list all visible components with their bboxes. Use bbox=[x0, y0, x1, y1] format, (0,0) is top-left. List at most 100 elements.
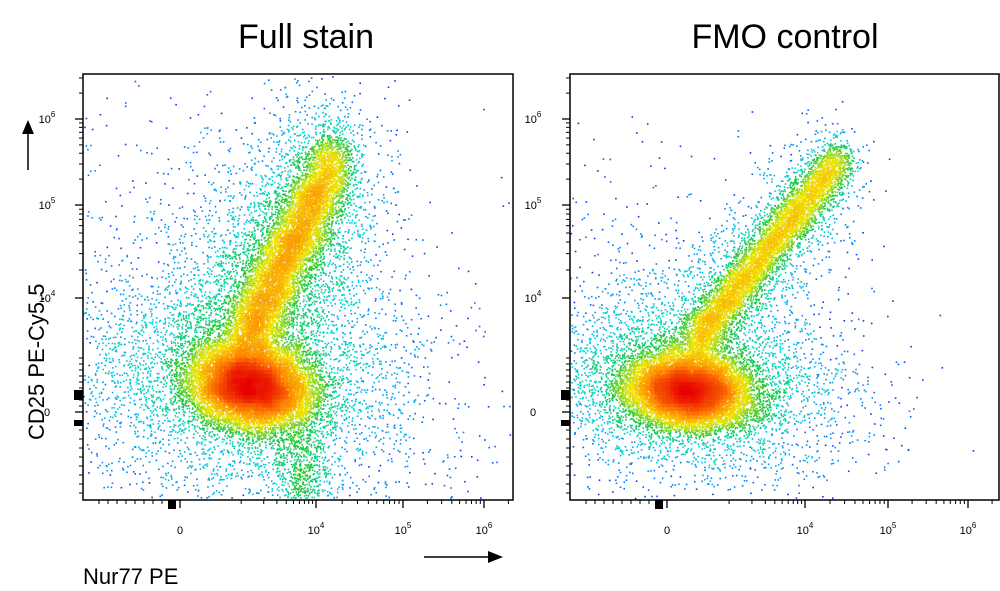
event-dot bbox=[409, 448, 412, 450]
event-dot bbox=[307, 450, 310, 453]
event-dot bbox=[235, 241, 237, 243]
event-dot bbox=[249, 442, 251, 444]
event-dot bbox=[246, 255, 248, 257]
event-dot bbox=[371, 414, 373, 417]
event-dot bbox=[406, 371, 408, 374]
event-dot bbox=[186, 304, 189, 307]
event-dot bbox=[248, 234, 250, 236]
event-dot bbox=[166, 377, 169, 379]
event-dot bbox=[166, 349, 168, 351]
event-dot bbox=[232, 211, 235, 213]
event-dot bbox=[407, 382, 409, 385]
event-dot bbox=[202, 279, 204, 282]
event-dot bbox=[119, 274, 122, 277]
event-dot bbox=[193, 192, 195, 195]
event-dot bbox=[323, 361, 325, 364]
event-dot bbox=[242, 445, 244, 448]
event-dot bbox=[322, 363, 324, 366]
event-dot bbox=[264, 185, 267, 188]
event-dot bbox=[228, 209, 230, 211]
event-dot bbox=[94, 410, 96, 412]
event-dot bbox=[182, 429, 185, 432]
event-dot bbox=[113, 236, 116, 239]
event-dot bbox=[273, 447, 275, 450]
event-dot bbox=[478, 435, 481, 437]
event-dot bbox=[488, 446, 490, 449]
event-dot bbox=[334, 233, 337, 236]
event-dot bbox=[283, 132, 286, 135]
event-dot bbox=[179, 313, 182, 315]
event-dot bbox=[313, 350, 316, 353]
event-dot bbox=[291, 147, 294, 150]
event-dot bbox=[307, 297, 310, 300]
event-dot bbox=[155, 299, 158, 301]
event-dot bbox=[232, 223, 235, 225]
event-dot bbox=[85, 145, 88, 147]
event-dot bbox=[366, 274, 368, 276]
event-dot bbox=[182, 314, 185, 317]
event-dot bbox=[275, 175, 278, 178]
event-dot bbox=[116, 398, 118, 400]
event-dot bbox=[365, 408, 368, 410]
event-dot bbox=[119, 457, 121, 460]
event-dot bbox=[261, 185, 264, 187]
event-dot bbox=[339, 426, 341, 429]
event-dot bbox=[280, 178, 282, 181]
event-dot bbox=[254, 157, 257, 160]
event-dot bbox=[170, 400, 172, 402]
event-dot bbox=[237, 223, 239, 226]
event-dot bbox=[346, 221, 348, 224]
event-dot bbox=[314, 275, 317, 277]
event-dot bbox=[124, 351, 127, 354]
event-dot bbox=[235, 475, 237, 478]
event-dot bbox=[421, 343, 423, 346]
event-dot bbox=[189, 302, 191, 305]
event-dot bbox=[249, 490, 251, 493]
event-dot bbox=[112, 367, 114, 369]
event-dot bbox=[369, 225, 371, 228]
event-dot bbox=[385, 210, 388, 212]
event-dot bbox=[171, 271, 174, 274]
event-dot bbox=[270, 212, 273, 214]
event-dot bbox=[236, 271, 238, 274]
event-dot bbox=[231, 258, 234, 260]
event-dot bbox=[299, 111, 301, 114]
event-dot bbox=[325, 371, 328, 373]
event-dot bbox=[188, 425, 190, 428]
event-dot bbox=[221, 275, 224, 278]
event-dot bbox=[336, 242, 339, 244]
event-dot bbox=[237, 265, 240, 267]
event-dot bbox=[376, 348, 378, 350]
event-dot bbox=[285, 446, 288, 449]
event-dot bbox=[209, 268, 211, 271]
event-dot bbox=[323, 400, 325, 403]
event-dot bbox=[303, 455, 305, 458]
event-dot bbox=[242, 169, 245, 172]
event-dot bbox=[278, 141, 280, 144]
event-dot bbox=[241, 269, 243, 272]
event-dot bbox=[408, 99, 411, 101]
event-dot bbox=[322, 267, 324, 270]
event-dot bbox=[342, 403, 344, 406]
event-dot bbox=[347, 378, 349, 381]
event-dot bbox=[366, 362, 369, 365]
event-dot bbox=[196, 321, 198, 324]
event-dot bbox=[395, 204, 397, 206]
event-dot bbox=[311, 490, 314, 493]
event-dot bbox=[289, 460, 292, 463]
event-dot bbox=[206, 430, 208, 432]
event-dot bbox=[229, 439, 231, 442]
event-dot bbox=[316, 315, 319, 318]
event-dot bbox=[186, 330, 188, 333]
event-dot bbox=[356, 275, 359, 278]
event-dot bbox=[365, 363, 367, 365]
event-dot bbox=[400, 227, 403, 229]
event-dot bbox=[234, 282, 237, 284]
event-dot bbox=[279, 455, 282, 458]
event-dot bbox=[234, 215, 237, 218]
event-dot bbox=[222, 430, 224, 432]
event-dot bbox=[273, 141, 275, 143]
event-dot bbox=[171, 460, 174, 462]
event-dot bbox=[182, 350, 184, 352]
